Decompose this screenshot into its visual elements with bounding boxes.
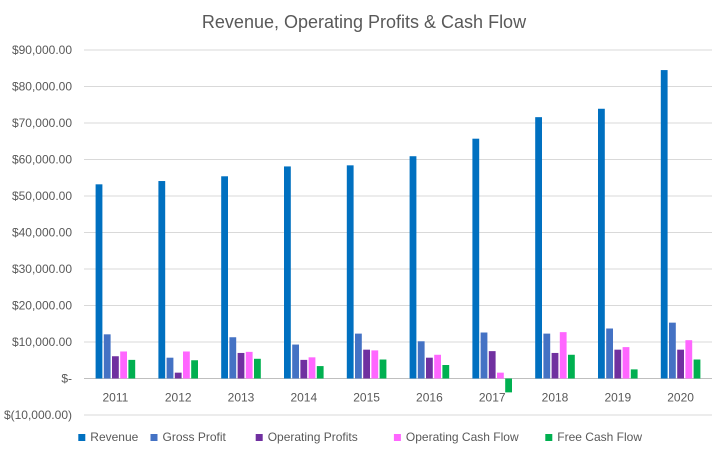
y-tick-label: $20,000.00 bbox=[12, 299, 72, 313]
y-tick-label: $- bbox=[61, 372, 72, 386]
legend-swatch bbox=[545, 434, 553, 441]
y-tick-label: $80,000.00 bbox=[12, 80, 72, 94]
bar-gross-profit-2011 bbox=[103, 334, 111, 379]
bar-operating-profits-2011 bbox=[112, 356, 119, 379]
legend-item: Free Cash Flow bbox=[545, 430, 642, 444]
y-tick-label: $70,000.00 bbox=[12, 116, 72, 130]
bar-revenue-2020 bbox=[660, 70, 668, 379]
legend-item: Operating Cash Flow bbox=[393, 430, 519, 444]
bar-operating-cash-flow-2011 bbox=[120, 351, 127, 379]
bar-operating-profits-2020 bbox=[677, 349, 684, 379]
bar-free-cash-flow-2015 bbox=[379, 359, 387, 379]
y-axis-tick-labels: $(10,000.00) $- $10,000.00 $20,000.00 $30,00… bbox=[4, 43, 72, 422]
legend: Revenue Gross Profit Operating Profits Oper… bbox=[78, 430, 642, 444]
bar-gross-profit-2015 bbox=[355, 333, 362, 379]
bar-operating-cash-flow-2014 bbox=[308, 357, 316, 379]
bar-revenue-2013 bbox=[221, 176, 228, 379]
bar-free-cash-flow-2016 bbox=[442, 365, 450, 379]
bar-gross-profit-2014 bbox=[292, 344, 299, 379]
bar-operating-profits-2017 bbox=[488, 351, 496, 379]
y-tick-label: $90,000.00 bbox=[12, 43, 72, 57]
bar-revenue-2017 bbox=[472, 138, 480, 379]
bar-operating-profits-2016 bbox=[426, 357, 433, 379]
x-tick-label: 2020 bbox=[667, 391, 694, 405]
legend-label: Operating Cash Flow bbox=[406, 430, 519, 444]
legend-label: Free Cash Flow bbox=[557, 430, 642, 444]
bar-operating-profits-2013 bbox=[237, 352, 245, 379]
bar-operating-cash-flow-2020 bbox=[685, 340, 693, 379]
bar-operating-cash-flow-2017 bbox=[497, 372, 504, 379]
chart-title: Revenue, Operating Profits & Cash Flow bbox=[202, 12, 527, 32]
bar-operating-cash-flow-2018 bbox=[559, 332, 567, 379]
bar-revenue-2011 bbox=[95, 184, 103, 379]
bar-free-cash-flow-2014 bbox=[316, 366, 324, 379]
bar-revenue-2016 bbox=[409, 156, 417, 379]
x-tick-label: 2011 bbox=[102, 391, 128, 405]
x-tick-label: 2015 bbox=[353, 391, 380, 405]
bar-free-cash-flow-2020 bbox=[693, 359, 701, 379]
bar-operating-cash-flow-2012 bbox=[183, 351, 190, 379]
bar-operating-cash-flow-2015 bbox=[371, 350, 379, 379]
legend-item: Gross Profit bbox=[150, 430, 227, 444]
bar-gross-profit-2018 bbox=[543, 333, 551, 379]
legend-label: Gross Profit bbox=[163, 430, 227, 444]
x-tick-label: 2019 bbox=[604, 391, 631, 405]
bar-operating-profits-2012 bbox=[174, 372, 182, 379]
y-tick-label: $10,000.00 bbox=[12, 335, 72, 349]
bar-gross-profit-2012 bbox=[166, 357, 174, 379]
bar-revenue-2018 bbox=[535, 117, 542, 379]
x-tick-label: 2018 bbox=[542, 391, 569, 405]
y-tick-label: $40,000.00 bbox=[12, 226, 72, 240]
bar-free-cash-flow-2018 bbox=[568, 354, 575, 379]
y-tick-label: $60,000.00 bbox=[12, 153, 72, 167]
x-tick-label: 2012 bbox=[165, 391, 192, 405]
bar-operating-profits-2014 bbox=[300, 359, 308, 379]
bar-revenue-2015 bbox=[346, 165, 354, 379]
bar-free-cash-flow-2012 bbox=[191, 360, 198, 379]
bar-operating-cash-flow-2013 bbox=[245, 351, 253, 379]
bar-operating-profits-2019 bbox=[614, 349, 622, 379]
legend-item: Revenue bbox=[78, 430, 139, 444]
bar-free-cash-flow-2017 bbox=[505, 378, 512, 393]
legend-item: Operating Profits bbox=[255, 430, 358, 444]
bar-operating-cash-flow-2019 bbox=[622, 347, 630, 379]
x-axis-tick-labels: 2011 2012 2013 2014 2015 2016 2017 2018 2019 2020 bbox=[102, 391, 694, 405]
bar-operating-profits-2015 bbox=[363, 349, 370, 379]
legend-swatch bbox=[255, 434, 263, 441]
bar-gross-profit-2017 bbox=[480, 332, 488, 379]
bars bbox=[95, 70, 701, 393]
bar-gross-profit-2020 bbox=[669, 322, 676, 379]
bar-free-cash-flow-2019 bbox=[630, 369, 638, 379]
legend-swatch bbox=[150, 434, 158, 441]
bar-revenue-2019 bbox=[598, 108, 605, 379]
y-tick-label: $(10,000.00) bbox=[4, 408, 72, 422]
bar-free-cash-flow-2013 bbox=[254, 358, 261, 379]
bar-gross-profit-2019 bbox=[606, 328, 613, 379]
x-tick-label: 2016 bbox=[416, 391, 443, 405]
y-tick-label: $50,000.00 bbox=[12, 189, 72, 203]
bar-free-cash-flow-2011 bbox=[128, 359, 136, 379]
x-tick-label: 2017 bbox=[479, 391, 506, 405]
legend-swatch bbox=[78, 434, 86, 441]
y-tick-label: $30,000.00 bbox=[12, 262, 72, 276]
bar-gross-profit-2013 bbox=[229, 337, 237, 379]
bar-revenue-2014 bbox=[284, 166, 291, 379]
x-tick-label: 2013 bbox=[228, 391, 255, 405]
x-tick-label: 2014 bbox=[290, 391, 317, 405]
legend-label: Revenue bbox=[90, 430, 138, 444]
legend-swatch bbox=[393, 434, 401, 441]
bar-operating-cash-flow-2016 bbox=[434, 354, 441, 379]
bar-revenue-2012 bbox=[158, 181, 166, 379]
bar-gross-profit-2016 bbox=[417, 341, 425, 379]
bar-operating-profits-2018 bbox=[551, 352, 559, 379]
legend-label: Operating Profits bbox=[268, 430, 358, 444]
